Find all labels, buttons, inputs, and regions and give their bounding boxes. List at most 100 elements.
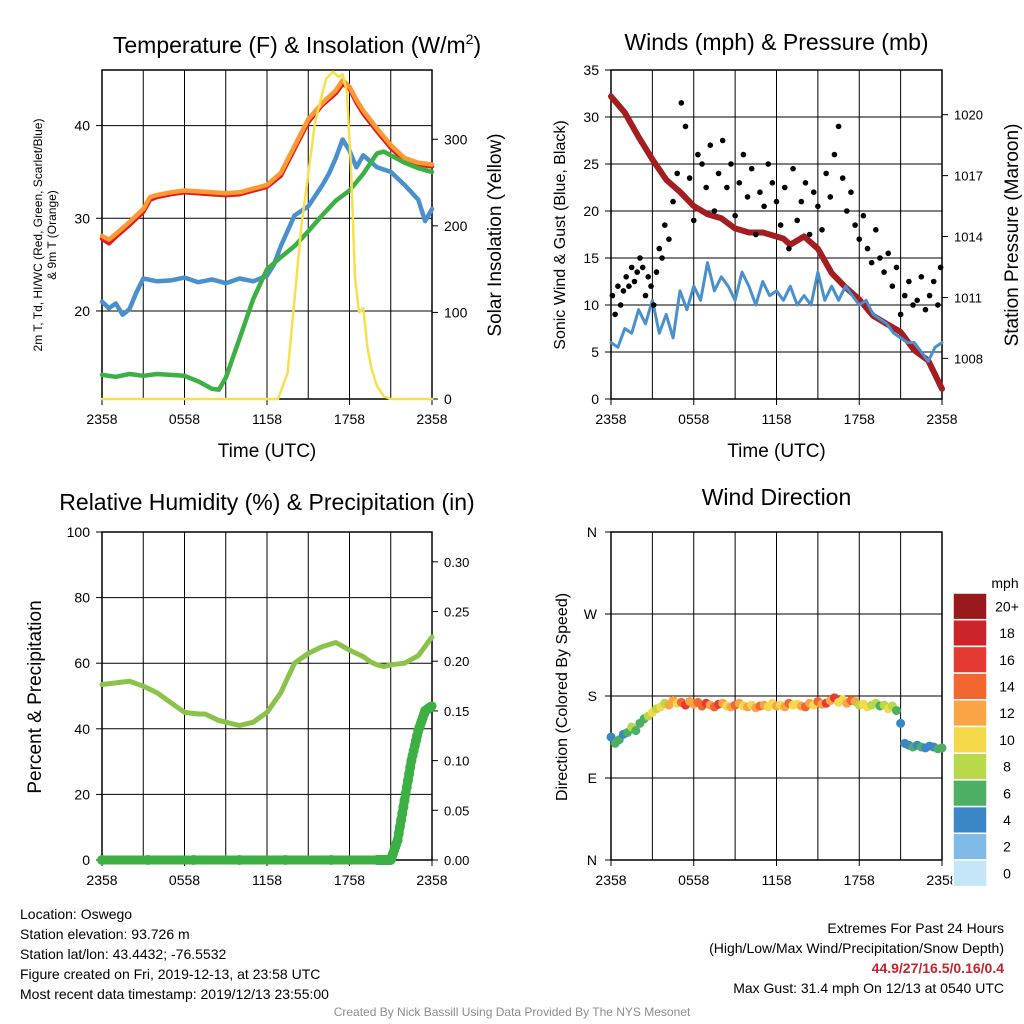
gust-point bbox=[790, 165, 796, 172]
gust-point bbox=[868, 259, 875, 266]
recent-data-text: Most recent data timestamp: 2019/12/13 2… bbox=[20, 986, 329, 1002]
precip-point bbox=[280, 855, 291, 865]
colorbar-swatch bbox=[952, 779, 988, 808]
gust-point bbox=[810, 189, 817, 195]
panel-1: 2358 0558 1158 1758 2358 20 30 40 0 100 200 300 Temp… bbox=[31, 31, 506, 462]
series-td bbox=[99, 149, 435, 392]
gust-point bbox=[856, 236, 863, 242]
extremes-values: 44.9/27/16.5/0.16/0.4 bbox=[871, 960, 1004, 976]
y-tick-label: 40 bbox=[74, 721, 90, 737]
gust-point bbox=[715, 170, 722, 177]
gust-point bbox=[648, 283, 654, 290]
y-tick-label: N bbox=[587, 852, 597, 868]
title-sup: 2 bbox=[466, 31, 474, 47]
gust-point bbox=[802, 180, 809, 186]
gust-point bbox=[609, 292, 616, 299]
gust-point bbox=[910, 302, 916, 308]
colorbar-label: 20+ bbox=[995, 598, 1019, 614]
gust-point bbox=[645, 274, 652, 280]
y-tick-label: 30 bbox=[583, 109, 599, 125]
x-tick-label: 1158 bbox=[761, 411, 791, 427]
direction-point bbox=[606, 732, 616, 742]
panel-title: Temperature (F) & Insolation (W/m2) bbox=[113, 31, 481, 58]
x-tick-label: 2358 bbox=[926, 872, 957, 888]
gust-point bbox=[918, 274, 925, 280]
gust-point bbox=[757, 189, 763, 195]
gust-point bbox=[860, 212, 867, 219]
x-tick-label: 2358 bbox=[416, 411, 447, 427]
y-tick-label: 80 bbox=[74, 590, 90, 606]
precip-point bbox=[142, 855, 153, 865]
y-tick-label: 60 bbox=[74, 655, 90, 671]
gust-point bbox=[732, 212, 738, 219]
y-right-tick-label: 1011 bbox=[954, 290, 982, 305]
series-solar bbox=[100, 70, 434, 401]
x-tick-label: 0558 bbox=[678, 411, 709, 427]
extremes-legend: (High/Low/Max Wind/Precipitation/Snow De… bbox=[709, 940, 1004, 956]
gust-point bbox=[628, 264, 635, 271]
colorbar-label: 16 bbox=[999, 652, 1015, 668]
x-tick-label: 2358 bbox=[595, 872, 626, 888]
colorbar-swatch bbox=[952, 672, 988, 701]
x-tick-label: 0558 bbox=[169, 411, 200, 427]
gust-point bbox=[937, 264, 944, 271]
created-text: Figure created on Fri, 2019-12-13, at 23… bbox=[20, 966, 321, 982]
gust-point bbox=[623, 274, 629, 280]
y-right-tick-label: 0.15 bbox=[444, 704, 469, 719]
gust-point bbox=[678, 100, 685, 106]
gust-point bbox=[839, 175, 846, 181]
gust-point bbox=[827, 194, 834, 200]
gust-point bbox=[626, 283, 632, 290]
gust-point bbox=[650, 302, 657, 308]
gust-point bbox=[740, 151, 747, 158]
series-9m-t bbox=[99, 77, 435, 242]
colorbar-label: 10 bbox=[999, 732, 1015, 748]
latlon-text: Station lat/lon: 43.4432; -76.5532 bbox=[20, 946, 227, 962]
gust-point bbox=[695, 151, 701, 158]
panel-2: 2358 0558 1158 1758 2358 0 5 10 15 20 25 30 35 1008 10… bbox=[552, 29, 1023, 462]
gust-point bbox=[736, 180, 743, 186]
gust-point bbox=[707, 142, 714, 148]
y-right-tick-label: 0 bbox=[444, 391, 452, 407]
gust-point bbox=[914, 297, 920, 304]
x-axis-label: Time (UTC) bbox=[218, 441, 317, 462]
gust-point bbox=[835, 123, 842, 130]
x-tick-label: 2358 bbox=[416, 872, 447, 888]
y-tick-label: 100 bbox=[67, 524, 91, 540]
x-tick-label: 1758 bbox=[844, 411, 875, 427]
gust-point bbox=[612, 311, 618, 318]
gust-point bbox=[781, 184, 788, 191]
gust-point bbox=[617, 302, 624, 308]
y-tick-label: S bbox=[588, 688, 597, 704]
title-end: ) bbox=[473, 32, 481, 58]
x-tick-label: 1158 bbox=[252, 411, 282, 427]
x-tick-label: 1158 bbox=[761, 872, 791, 888]
gust-point bbox=[881, 269, 887, 275]
gust-point bbox=[656, 245, 663, 252]
gust-point bbox=[670, 198, 676, 205]
y-tick-label: 40 bbox=[74, 118, 90, 134]
y-right-tick-label: 0.00 bbox=[444, 853, 469, 868]
colorbar-swatch bbox=[952, 752, 988, 781]
y-axis-label-line2: & 9m T (Orange) bbox=[45, 190, 59, 280]
y-tick-label: 5 bbox=[591, 344, 599, 360]
gust-point bbox=[631, 278, 638, 285]
gust-point bbox=[873, 227, 879, 233]
direction-point bbox=[631, 726, 641, 736]
y-right-axis-label: Station Pressure (Maroon) bbox=[1002, 124, 1023, 347]
gust-point bbox=[637, 255, 643, 261]
title-main: Temperature (F) & Insolation (W/m bbox=[113, 32, 466, 58]
panel-title: Winds (mph) & Pressure (mb) bbox=[624, 29, 928, 55]
colorbar-swatch bbox=[952, 699, 988, 728]
colorbar-swatch bbox=[952, 805, 988, 835]
x-tick-label: 2358 bbox=[595, 411, 626, 427]
gust-point bbox=[806, 231, 813, 238]
y-tick-label: 25 bbox=[583, 156, 599, 172]
gust-point bbox=[666, 236, 672, 242]
gust-point bbox=[769, 180, 776, 186]
gust-point bbox=[761, 203, 767, 210]
precip-point bbox=[425, 701, 436, 712]
gust-point bbox=[728, 161, 734, 167]
colorbar: mph 20+ 18 16 14 12 10 8 6 4 2 0 bbox=[952, 575, 1019, 888]
gust-point bbox=[877, 255, 883, 261]
